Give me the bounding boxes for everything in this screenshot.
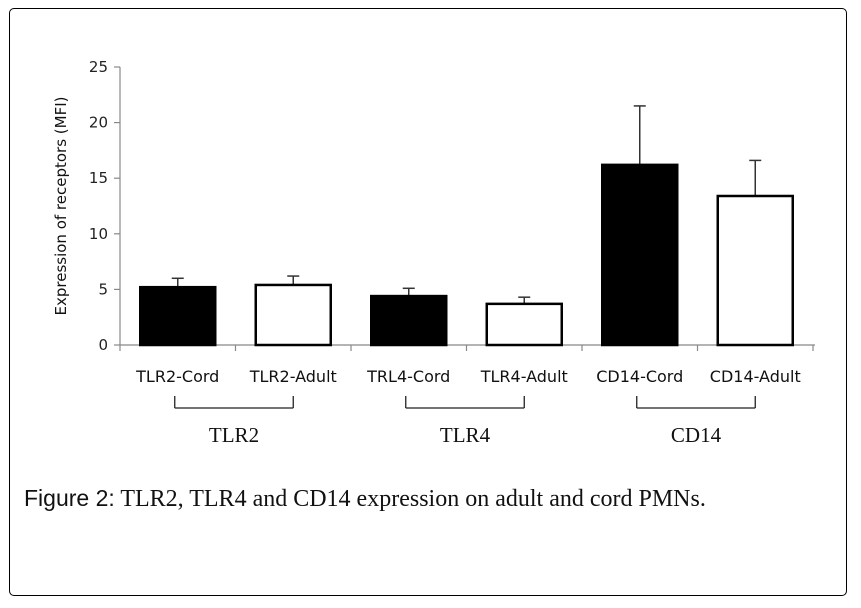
category-label: TLR4-Adult [480, 367, 568, 386]
group-label: CD14 [671, 423, 722, 447]
category-label: TRL4-Cord [366, 367, 450, 386]
y-tick-label: 15 [89, 169, 108, 187]
category-label: TLR2-Cord [135, 367, 219, 386]
category-label: CD14-Adult [710, 367, 801, 386]
category-label: TLR2-Adult [249, 367, 337, 386]
bar [716, 194, 794, 347]
y-tick-label: 5 [98, 280, 108, 298]
y-tick-label: 0 [98, 336, 108, 354]
y-axis-title: Expression of receptors (MFI) [52, 97, 70, 316]
bar [139, 285, 217, 347]
bar [485, 302, 563, 347]
bar [370, 294, 448, 347]
caption-label: Figure 2: [24, 485, 115, 511]
figure-frame [9, 8, 847, 596]
group-label: TLR2 [209, 423, 259, 447]
group-label: TLR4 [440, 423, 491, 447]
y-tick-label: 20 [89, 114, 108, 132]
y-tick-label: 10 [89, 225, 108, 243]
figure-caption: Figure 2: TLR2, TLR4 and CD14 expression… [24, 482, 836, 516]
category-label: CD14-Cord [596, 367, 683, 386]
bar-chart: 0 5 10 15 20 25 Expression of receptors (MFI) T… [52, 58, 815, 447]
caption-text: TLR2, TLR4 and CD14 expression on adult … [120, 486, 706, 512]
y-tick-label: 25 [89, 58, 108, 76]
bar [601, 163, 679, 347]
bar [254, 283, 332, 347]
